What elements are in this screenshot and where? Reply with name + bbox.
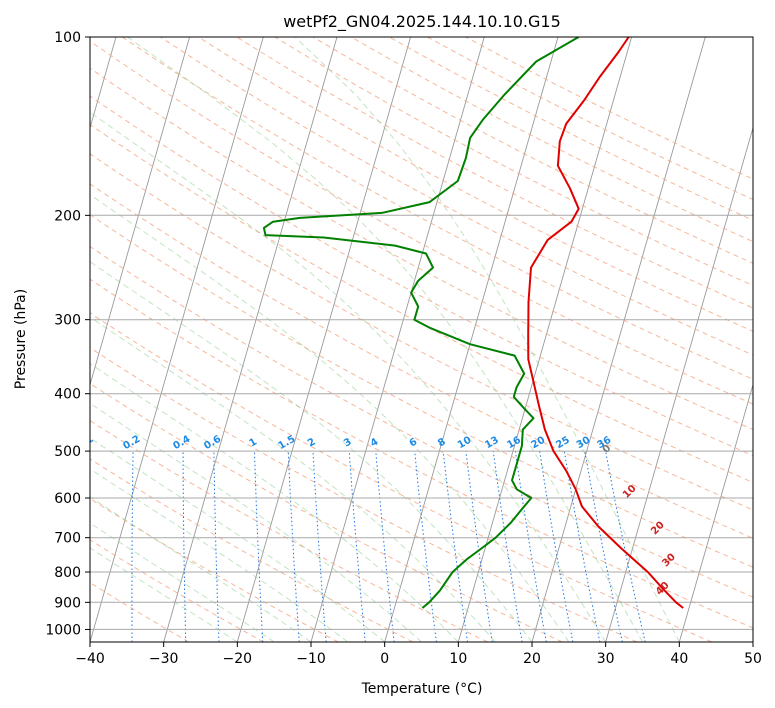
x-tick-label: 30 (597, 651, 615, 667)
moist-adiabat-line (90, 468, 349, 642)
dry-adiabat-line (90, 183, 753, 539)
mixing-ratio-line (442, 451, 468, 642)
dry-adiabat-line (90, 124, 753, 483)
x-tick-label: 20 (523, 651, 541, 667)
y-axis-ticks: 1000 900 800 700 600 500 400 300 200 100 (45, 30, 90, 638)
isotherm-line (605, 126, 753, 642)
x-tick-label: −20 (223, 651, 253, 667)
plot-frame (89, 36, 754, 643)
dry-adiabat-line (236, 37, 753, 309)
isotherm-line (457, 37, 633, 642)
mixing-ratio-line (465, 451, 493, 642)
moist-adiabat-line (90, 496, 312, 642)
mixing-ratio-label: 2 (306, 436, 318, 449)
moist-adiabat-line (90, 362, 459, 642)
mixing-ratio-line (414, 451, 437, 642)
mixing-ratio-label: 4 (369, 436, 381, 449)
dry-adiabat-line (90, 278, 753, 629)
y-tick-label: 700 (54, 531, 81, 547)
moist-adiabat-line (90, 402, 422, 642)
mixing-ratio-line (492, 451, 523, 642)
x-tick-label: −40 (75, 651, 105, 667)
x-axis-title: Temperature (°C) (361, 681, 483, 697)
mixing-ratio-label: 0.1 (75, 434, 96, 452)
x-tick-label: 10 (449, 651, 467, 667)
dry-adiabat-line (90, 582, 190, 642)
mixing-ratio-line (605, 451, 646, 642)
mixing-ratio-line (375, 451, 395, 642)
y-tick-label: 300 (54, 313, 81, 329)
dry-adiabat-line (90, 347, 638, 642)
isotherm-line (236, 37, 412, 642)
dry-adiabat-line (90, 153, 753, 511)
y-tick-label: 400 (54, 387, 81, 403)
moist-adiabat-line (90, 111, 607, 642)
dry-adiabat-line (198, 37, 753, 332)
profile-line (527, 37, 684, 609)
moist-adiabat-line (90, 316, 496, 642)
dry-adiabat-line (90, 245, 753, 598)
isotherm-line (163, 37, 338, 642)
dry-adiabat-line (90, 312, 712, 642)
mixing-ratio-label: 1 (247, 436, 259, 449)
profile-series (262, 37, 684, 609)
mixing-ratio-line (584, 451, 623, 642)
profile-line (262, 37, 580, 609)
mixing-ratio-label: 3 (342, 436, 354, 449)
x-tick-label: −30 (149, 651, 179, 667)
y-tick-label: 100 (54, 30, 81, 46)
x-tick-label: −10 (296, 651, 326, 667)
mixing-ratio-label: 6 (408, 436, 420, 449)
mixing-ratio-line (348, 451, 366, 642)
x-tick-label: 40 (670, 651, 688, 667)
y-tick-label: 1000 (45, 622, 81, 638)
x-tick-label: 0 (380, 651, 389, 667)
moist-adiabat-line (90, 261, 533, 642)
moist-adiabat-line (294, 37, 680, 642)
y-tick-label: 500 (54, 444, 81, 460)
x-axis-ticks: −40 −30 −20 −10 0 10 20 30 40 50 (75, 642, 762, 667)
mixing-ratio-line (563, 451, 601, 642)
isotherm-line (90, 37, 264, 642)
y-tick-label: 800 (54, 565, 81, 581)
isotherm-line (678, 383, 753, 642)
isobar-grid (90, 37, 753, 630)
isotherm-line (531, 37, 706, 642)
dry-adiabat-line (90, 67, 753, 431)
y-tick-label: 900 (54, 595, 81, 611)
y-tick-label: 200 (54, 208, 81, 224)
isotherm-line (90, 37, 191, 387)
dry-adiabat-line (90, 458, 414, 642)
dry-adiabat-line (121, 37, 753, 380)
moist-adiabat-line (90, 193, 570, 642)
mixing-ratio-label: 8 (436, 436, 448, 449)
x-tick-label: 50 (744, 651, 762, 667)
dry-adiabat-line (90, 539, 264, 642)
dry-adiabat-line (90, 419, 488, 642)
y-tick-label: 600 (54, 491, 81, 507)
isotherm-line (384, 37, 559, 642)
chart-title: wetPf2_GN04.2025.144.10.10.G15 (283, 12, 561, 32)
y-axis-title: Pressure (hPa) (13, 289, 29, 389)
background-lines (90, 37, 753, 642)
